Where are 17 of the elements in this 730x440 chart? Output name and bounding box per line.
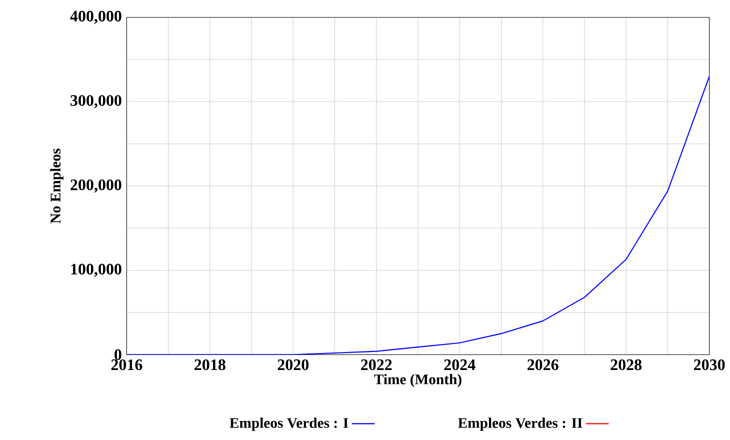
y-tick-label: 300,000 (70, 95, 122, 108)
x-tick-label: 2024 (444, 359, 476, 370)
x-tick-label: 2022 (361, 359, 392, 370)
x-tick-label: 2030 (694, 359, 725, 370)
x-tick-label: 2020 (278, 359, 309, 370)
legend-label: Empleos Verdes : II (458, 418, 582, 431)
y-tick-label: 0 (114, 349, 122, 360)
legend-label: Empleos Verdes : I (230, 418, 348, 431)
y-tick-label: 400,000 (70, 10, 122, 24)
y-axis-title: No Empleos (50, 148, 64, 224)
y-tick-label: 100,000 (71, 264, 122, 277)
x-tick-label: 2016 (111, 359, 142, 370)
y-tick-label: 200,000 (70, 179, 122, 193)
x-tick-label: 2026 (528, 359, 558, 370)
x-axis-title: Time (Month) (374, 374, 462, 388)
x-tick-label: 2028 (610, 359, 642, 370)
x-tick-label: 2018 (194, 359, 226, 370)
